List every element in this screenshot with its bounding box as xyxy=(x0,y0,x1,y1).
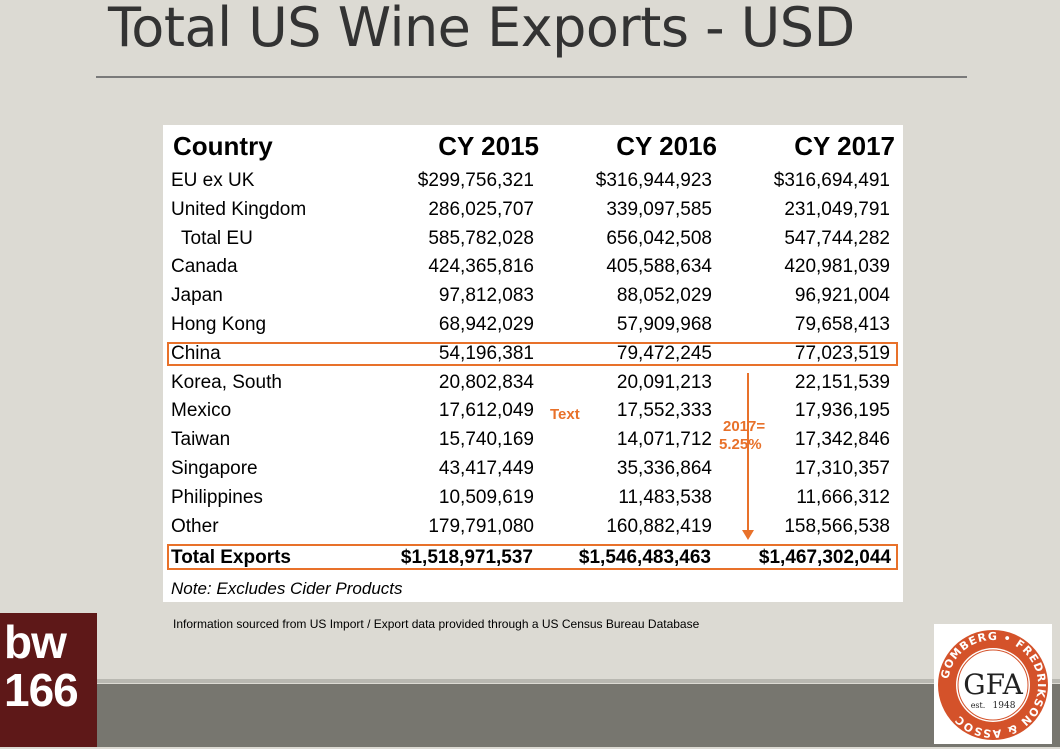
svg-text:1948: 1948 xyxy=(993,701,1016,711)
total-cy2016: $1,546,483,463 xyxy=(578,547,711,568)
row-cy2017-9: 17,342,846 xyxy=(794,429,890,451)
row-cy2015-4: 97,812,083 xyxy=(438,285,534,307)
row-cy2017-7: 22,151,539 xyxy=(794,371,890,393)
row-cy2016-5: 57,909,968 xyxy=(616,314,712,335)
row-cy2016-7: 20,091,213 xyxy=(616,371,712,393)
row-cy2017-2: 547,744,282 xyxy=(784,227,890,249)
china-share-line2: 5.25% xyxy=(719,436,762,453)
row-cy2015-8: 17,612,049 xyxy=(438,400,534,422)
footer-bar xyxy=(0,684,1060,747)
row-cy2016-10: 35,336,864 xyxy=(616,458,712,479)
row-cy2015-6: 54,196,381 xyxy=(438,342,534,364)
row-country-1: United Kingdom xyxy=(171,198,307,220)
total-row-highlight xyxy=(167,544,898,570)
row-cy2016-11: 11,483,538 xyxy=(618,486,712,508)
row-cy2015-9: 15,740,169 xyxy=(438,429,534,451)
row-cy2017-1: 231,049,791 xyxy=(784,198,890,220)
header-cy2017: CY 2017 xyxy=(794,131,895,161)
header-cy2016: CY 2016 xyxy=(616,131,717,161)
row-cy2017-8: 17,936,195 xyxy=(794,400,890,422)
title-divider xyxy=(96,76,967,78)
row-country-11: Philippines xyxy=(171,486,263,508)
row-country-12: Other xyxy=(171,515,219,537)
row-cy2015-3: 424,365,816 xyxy=(428,256,534,278)
svg-text:GFA: GFA xyxy=(963,668,1023,701)
row-country-10: Singapore xyxy=(171,458,258,479)
row-cy2016-12: 160,882,419 xyxy=(606,515,712,537)
row-cy2017-5: 79,658,413 xyxy=(794,314,890,335)
row-cy2015-1: 286,025,707 xyxy=(428,198,534,220)
row-country-6: China xyxy=(171,342,221,364)
row-cy2017-0: $316,694,491 xyxy=(773,170,890,191)
row-country-8: Mexico xyxy=(171,400,232,422)
row-cy2015-2: 585,782,028 xyxy=(428,227,534,249)
total-cy2015: $1,518,971,537 xyxy=(400,547,533,568)
row-country-0: EU ex UK xyxy=(171,170,255,191)
row-country-2: Total EU xyxy=(181,227,253,249)
total-cy2017: $1,467,302,044 xyxy=(758,547,891,568)
bw-logo-text-1: bw xyxy=(4,616,67,668)
gfa-seal-icon: GFA est. 1948 GOMBERG • FREDRIKSON & ASS… xyxy=(938,630,1048,740)
footer-divider xyxy=(0,679,1060,683)
row-cy2015-11: 10,509,619 xyxy=(438,486,534,508)
row-country-3: Canada xyxy=(171,256,238,278)
header-cy2015: CY 2015 xyxy=(438,131,539,161)
text-placeholder-label: Text xyxy=(550,406,580,423)
row-cy2016-0: $316,944,923 xyxy=(595,170,712,191)
total-label: Total Exports xyxy=(171,547,291,568)
bw166-logo: bw 166 xyxy=(0,613,97,747)
arrow-down-icon xyxy=(747,373,749,534)
row-cy2016-4: 88,052,029 xyxy=(616,285,712,307)
header-country: Country xyxy=(173,131,273,161)
row-cy2016-1: 339,097,585 xyxy=(606,198,712,220)
row-country-5: Hong Kong xyxy=(171,314,267,335)
china-share-line1: 2017= xyxy=(723,418,766,435)
row-country-4: Japan xyxy=(171,285,223,307)
slide-title: Total US Wine Exports - USD xyxy=(108,0,855,59)
row-cy2017-10: 17,310,357 xyxy=(794,458,890,479)
row-cy2015-12: 179,791,080 xyxy=(428,515,534,537)
gfa-logo: GFA est. 1948 GOMBERG • FREDRIKSON & ASS… xyxy=(934,624,1052,744)
row-cy2015-0: $299,756,321 xyxy=(417,170,534,191)
exports-table: Country CY 2015 CY 2016 CY 2017 EU ex UK… xyxy=(163,125,903,602)
row-country-9: Taiwan xyxy=(171,429,231,451)
row-cy2016-6: 79,472,245 xyxy=(616,342,712,364)
row-cy2016-3: 405,588,634 xyxy=(606,256,712,278)
row-cy2015-7: 20,802,834 xyxy=(438,371,534,393)
row-cy2017-12: 158,566,538 xyxy=(784,515,890,537)
row-cy2016-2: 656,042,508 xyxy=(606,227,712,249)
row-cy2017-6: 77,023,519 xyxy=(794,342,890,364)
bw-logo-text-2: 166 xyxy=(4,664,79,716)
svg-text:est.: est. xyxy=(971,701,986,710)
row-cy2016-9: 14,071,712 xyxy=(616,429,712,451)
row-cy2016-8: 17,552,333 xyxy=(616,400,712,422)
row-cy2017-11: 11,666,312 xyxy=(796,486,890,508)
china-row-highlight xyxy=(167,342,898,366)
row-cy2017-4: 96,921,004 xyxy=(794,285,890,307)
row-cy2017-3: 420,981,039 xyxy=(784,256,890,278)
row-country-7: Korea, South xyxy=(171,371,282,393)
source-note: Information sourced from US Import / Exp… xyxy=(173,617,700,631)
arrowhead-icon xyxy=(742,530,754,540)
table-note: Note: Excludes Cider Products xyxy=(171,579,403,598)
row-cy2015-10: 43,417,449 xyxy=(438,458,534,479)
row-cy2015-5: 68,942,029 xyxy=(438,314,534,335)
